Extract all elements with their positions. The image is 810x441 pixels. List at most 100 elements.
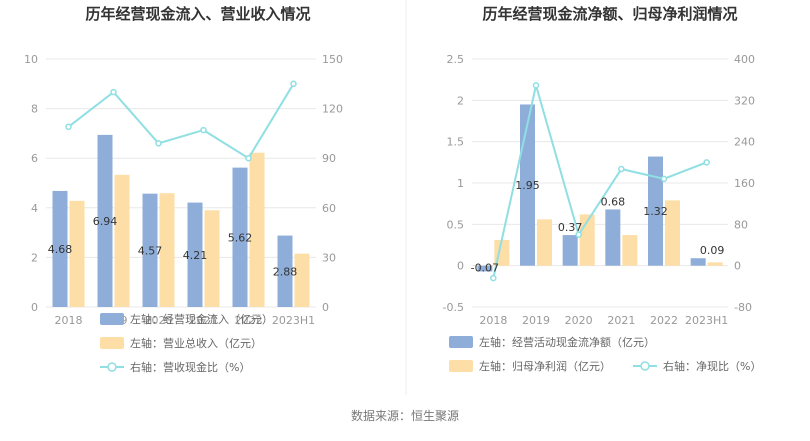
legend-label: 右轴：净现比（%）	[663, 359, 761, 373]
left-axis-tick-label: -0.5	[443, 301, 464, 314]
x-axis-category-label: 2021	[190, 314, 218, 327]
right-axis-tick-label: 240	[734, 136, 755, 149]
bar-primary-2021	[187, 202, 203, 307]
x-axis-category-label: 2019	[522, 314, 550, 327]
left-axis-tick-label: 1	[457, 177, 464, 190]
ratio-point-2019	[110, 88, 117, 96]
ratio-point-2020	[575, 231, 582, 238]
right-axis-tick-label: 0	[734, 260, 741, 273]
data-label: 0.68	[601, 195, 626, 208]
left-axis-tick-label: 2	[457, 94, 464, 107]
x-axis-category-label: 2018	[479, 314, 507, 327]
x-axis-category-label: 2022	[235, 314, 263, 327]
bar-secondary-2023H1	[294, 253, 310, 307]
ratio-point-2021	[618, 165, 625, 173]
x-axis-category-label: 2023H1	[685, 314, 728, 327]
bar-primary-2019	[97, 134, 113, 307]
legend-swatch	[100, 337, 124, 349]
right-axis-tick-label: 80	[734, 218, 748, 231]
bar-primary-2023H1	[277, 235, 293, 307]
bar-secondary-2018	[69, 200, 85, 307]
bar-primary-2022	[648, 156, 663, 266]
ratio-point-2023H1	[290, 80, 297, 88]
data-label: 0.09	[700, 244, 725, 257]
legend-label: 左轴：经营活动现金流净额（亿元）	[479, 335, 655, 349]
left-axis-tick-label: 2.5	[447, 53, 465, 66]
legend-label: 左轴：经营现金流入（亿元）	[130, 312, 273, 326]
ratio-point-2019	[532, 82, 540, 89]
right-axis-tick-label: 160	[734, 177, 755, 190]
left-axis-tick-label: 1.5	[447, 136, 465, 149]
ratio-point-2022	[245, 154, 252, 162]
data-source-note: 数据来源：恒生聚源	[351, 408, 459, 423]
chart-title: 历年经营现金流入、营业收入情况	[85, 5, 310, 23]
left-axis-tick-label: 0	[457, 260, 464, 273]
x-axis-category-label: 2022	[650, 314, 678, 327]
data-label: 1.95	[515, 179, 540, 192]
ratio-point-2023H1	[703, 159, 710, 166]
x-axis-category-label: 2020	[565, 314, 593, 327]
x-axis-category-label: 2021	[607, 314, 635, 327]
right-axis-tick-label: 0	[322, 301, 329, 314]
legend-label: 右轴：营收现金比（%）	[130, 360, 250, 374]
right-axis-tick-label: 150	[322, 53, 343, 66]
ratio-line	[492, 85, 708, 279]
data-label: 5.62	[228, 231, 253, 244]
bar-primary-2018	[477, 265, 493, 272]
right-axis-tick-label: 30	[322, 251, 336, 264]
legend-swatch	[100, 313, 124, 325]
bar-secondary-2019	[114, 174, 130, 307]
left-axis-tick-label: 4	[31, 202, 38, 215]
left-axis-tick-label: 0	[31, 301, 38, 314]
bar-primary-2023H1	[690, 258, 706, 266]
bar-primary-2022	[232, 167, 248, 307]
bar-primary-2020	[562, 235, 578, 266]
data-label: 4.68	[48, 243, 73, 256]
data-label: 1.32	[643, 205, 668, 218]
ratio-line	[67, 83, 295, 160]
legend-swatch	[449, 360, 473, 372]
bar-secondary-2020	[159, 193, 175, 307]
ratio-point-2018	[490, 274, 497, 282]
x-axis-category-label: 2020	[145, 314, 173, 327]
ratio-point-2022	[660, 175, 668, 183]
right-axis-tick-label: 120	[322, 103, 343, 116]
bar-secondary-2022	[665, 200, 680, 266]
bar-primary-2018	[52, 190, 68, 307]
legend-swatch	[449, 336, 473, 348]
bar-secondary-2019	[537, 219, 552, 266]
right-axis-tick-label: 400	[734, 53, 755, 66]
right-axis-tick-label: 60	[322, 202, 336, 215]
data-label: -0.07	[471, 262, 499, 275]
data-label: 2.88	[273, 265, 298, 278]
legend-line-marker	[107, 362, 117, 372]
bar-primary-2021	[605, 209, 621, 266]
data-label: 6.94	[93, 215, 118, 228]
x-axis-category-label: 2023H1	[272, 314, 315, 327]
chart-title: 历年经营现金流净额、归母净利润情况	[482, 5, 737, 23]
data-label: 4.57	[138, 244, 163, 257]
x-axis-category-label: 2018	[55, 314, 83, 327]
right-axis-tick-label: 320	[734, 94, 755, 107]
net-cashflow-profit-chart: 历年经营现金流净额、归母净利润情况 -0.5 0 0.5 1 1.5 2 2.5 -80 0 80 1…	[443, 5, 762, 373]
legend-line-marker	[640, 361, 650, 371]
bar-secondary-2021	[622, 235, 638, 266]
ratio-point-2021	[200, 126, 207, 134]
bar-primary-2020	[142, 193, 158, 307]
left-axis-tick-label: 0.5	[447, 218, 465, 231]
bar-secondary-2021	[204, 210, 220, 307]
bar-secondary-2022	[249, 152, 265, 307]
left-axis-tick-label: 8	[31, 103, 38, 116]
data-label: 4.21	[183, 249, 208, 262]
data-label: 0.37	[558, 221, 583, 234]
right-axis-tick-label: -80	[734, 301, 752, 314]
legend-label: 左轴：归母净利润（亿元）	[479, 359, 611, 373]
ratio-point-2020	[155, 140, 162, 147]
left-axis-tick-label: 10	[24, 53, 38, 66]
bar-secondary-2023H1	[707, 262, 723, 266]
cash-inflow-revenue-chart: 历年经营现金流入、营业收入情况 0 2 4 6 8 10 0 30 60 90 120 150 2018 2…	[24, 5, 343, 374]
legend-label: 左轴：营业总收入（亿元）	[130, 336, 262, 350]
right-axis-tick-label: 90	[322, 152, 336, 165]
ratio-point-2018	[65, 123, 72, 131]
